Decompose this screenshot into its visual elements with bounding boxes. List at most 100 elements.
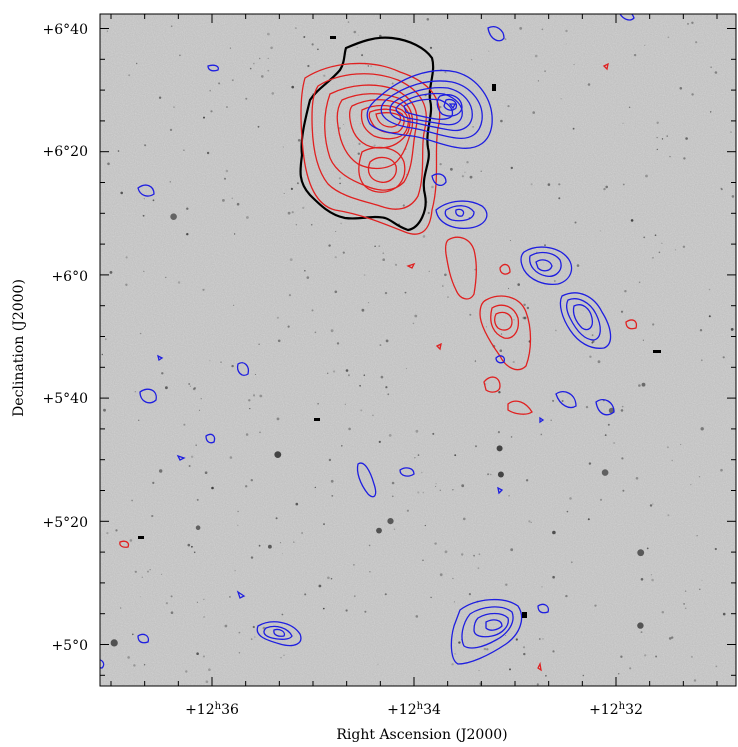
star-speck <box>499 349 503 353</box>
star-speck <box>656 121 659 125</box>
star-speck <box>565 29 568 33</box>
star-speck <box>480 170 482 172</box>
star-speck <box>377 663 379 665</box>
star-speck <box>453 601 455 603</box>
star-speck <box>343 124 345 125</box>
star-speck <box>161 372 164 375</box>
star-speck <box>628 106 631 109</box>
star-speck <box>149 569 151 571</box>
star-speck <box>225 169 229 173</box>
star-speck <box>144 144 147 147</box>
star-speck <box>368 544 371 547</box>
star-speck <box>715 665 718 668</box>
star-speck <box>257 125 260 128</box>
star-speck <box>125 283 128 286</box>
black-specks <box>138 36 661 618</box>
star-speck <box>289 258 293 261</box>
star-speck <box>330 479 334 483</box>
star-speck <box>585 405 589 409</box>
star-speck <box>500 333 503 335</box>
star-speck <box>444 550 448 554</box>
star-speck <box>328 244 331 247</box>
star-speck <box>554 329 557 332</box>
star-speck <box>644 44 646 46</box>
star-speck <box>699 329 703 332</box>
star-speck <box>323 523 325 525</box>
star-speck <box>700 359 703 362</box>
black-contour <box>299 36 435 232</box>
star-speck <box>722 356 725 359</box>
star-speck <box>304 593 307 596</box>
star-speck <box>236 202 240 206</box>
star-speck <box>158 96 162 99</box>
star-speck <box>106 532 109 535</box>
star-speck <box>405 173 407 176</box>
star-speck <box>635 477 639 480</box>
star-speck <box>363 374 366 377</box>
star-speck <box>620 655 623 658</box>
star-speck <box>534 54 538 58</box>
star-speck <box>196 498 199 501</box>
star-speck <box>472 126 474 128</box>
star-speck <box>478 553 481 556</box>
star-speck <box>374 245 376 247</box>
star-speck <box>170 25 173 28</box>
star-speck <box>572 127 575 130</box>
star-speck <box>402 204 405 207</box>
star-speck <box>405 368 407 370</box>
star-speck <box>318 584 322 588</box>
star-speck <box>370 65 373 68</box>
star-speck <box>200 398 202 400</box>
star-speck <box>159 469 163 473</box>
star-speck <box>259 431 261 434</box>
star-speck <box>314 331 317 334</box>
star-speck <box>469 175 473 179</box>
star-speck <box>140 596 142 598</box>
star-speck <box>566 510 569 513</box>
star-speck <box>509 668 511 671</box>
star-speck <box>674 249 677 251</box>
star-speck <box>412 322 415 325</box>
star-speck <box>415 615 419 618</box>
star-speck <box>406 509 409 512</box>
star-speck <box>115 529 118 532</box>
star-speck <box>188 465 191 467</box>
star-speck <box>650 574 653 576</box>
star-speck <box>170 611 174 614</box>
star-speck <box>422 235 426 238</box>
star-speck <box>478 669 480 672</box>
star-speck <box>353 563 355 566</box>
star-speck <box>357 34 359 36</box>
star-speck <box>573 64 575 66</box>
star-speck <box>338 127 341 130</box>
star-speck <box>310 223 313 226</box>
star-speck <box>505 635 507 637</box>
star-speck <box>731 195 735 198</box>
star-speck <box>439 489 441 491</box>
star-speck <box>356 46 358 49</box>
star-speck <box>561 400 564 402</box>
star-speck <box>249 67 252 70</box>
star-speck <box>330 329 334 333</box>
star-speck <box>205 680 209 683</box>
star-speck <box>666 446 669 449</box>
star-speck <box>378 245 381 248</box>
star-speck <box>229 47 231 49</box>
star-speck <box>210 110 213 113</box>
star-speck <box>258 544 261 547</box>
star-speck <box>699 588 701 590</box>
star-speck <box>644 654 647 657</box>
star-speck <box>658 251 661 254</box>
star-speck <box>541 28 544 31</box>
star-speck <box>252 625 255 629</box>
star-speck <box>259 394 263 398</box>
red-contours <box>119 62 638 672</box>
plot-frame <box>99 13 737 687</box>
star-speck <box>291 85 295 89</box>
star-speck <box>526 306 530 310</box>
star-speck <box>522 316 525 320</box>
star-speck <box>427 211 430 215</box>
star-speck <box>222 199 225 202</box>
star-speck <box>276 417 280 421</box>
star-speck <box>574 221 577 224</box>
